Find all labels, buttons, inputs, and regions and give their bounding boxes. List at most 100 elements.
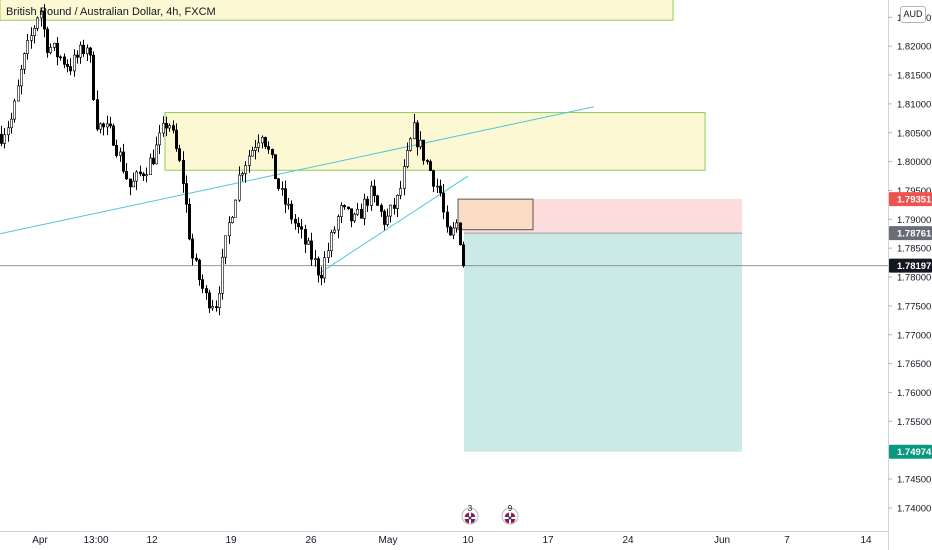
candle[interactable] — [273, 154, 277, 180]
candle[interactable] — [109, 123, 113, 127]
candle[interactable] — [208, 292, 212, 309]
candle[interactable] — [244, 165, 248, 174]
candle[interactable] — [119, 151, 123, 156]
candle[interactable] — [215, 306, 219, 308]
candle[interactable] — [139, 171, 143, 175]
candle[interactable] — [309, 240, 313, 260]
candle[interactable] — [96, 99, 100, 130]
candle[interactable] — [22, 53, 26, 70]
candle[interactable] — [438, 185, 442, 194]
candle[interactable] — [132, 180, 136, 188]
candle[interactable] — [218, 293, 222, 308]
candle[interactable] — [201, 279, 205, 289]
candle[interactable] — [185, 183, 189, 205]
candle[interactable] — [372, 185, 376, 197]
candle[interactable] — [332, 229, 336, 233]
candle[interactable] — [73, 54, 77, 72]
candle[interactable] — [425, 160, 429, 162]
candle[interactable] — [412, 122, 416, 140]
candle[interactable] — [115, 144, 119, 156]
candle[interactable] — [7, 127, 11, 136]
candle[interactable] — [168, 125, 172, 129]
candle[interactable] — [241, 173, 245, 176]
entry-box[interactable] — [457, 198, 534, 231]
candle[interactable] — [82, 44, 86, 54]
stop-price-label-bg[interactable] — [889, 192, 932, 207]
candle[interactable] — [260, 137, 264, 144]
candle[interactable] — [289, 203, 293, 220]
candle[interactable] — [99, 123, 103, 130]
candle[interactable] — [445, 211, 449, 228]
candle[interactable] — [69, 66, 73, 72]
candle[interactable] — [25, 40, 29, 54]
candle[interactable] — [39, 10, 43, 19]
candle[interactable] — [125, 171, 129, 180]
candle[interactable] — [388, 204, 392, 217]
candle[interactable] — [234, 199, 238, 218]
target-price-label-bg[interactable] — [889, 444, 932, 459]
candle[interactable] — [48, 47, 52, 53]
candle[interactable] — [303, 228, 307, 245]
candle[interactable] — [195, 257, 199, 261]
candle[interactable] — [329, 232, 333, 252]
upper-trendline[interactable] — [0, 106, 595, 235]
candle[interactable] — [405, 150, 409, 167]
candle[interactable] — [339, 205, 343, 217]
candle[interactable] — [379, 205, 383, 212]
candle[interactable] — [58, 56, 62, 59]
candle[interactable] — [224, 235, 228, 258]
candle[interactable] — [461, 244, 465, 266]
last-price-label-bg[interactable] — [889, 258, 932, 273]
candle[interactable] — [385, 215, 389, 225]
candle[interactable] — [89, 47, 93, 56]
candle[interactable] — [231, 216, 235, 224]
candle[interactable] — [92, 54, 96, 100]
candle[interactable] — [55, 42, 59, 58]
candle[interactable] — [86, 47, 90, 54]
candle[interactable] — [175, 129, 179, 149]
candle[interactable] — [313, 258, 317, 260]
candle[interactable] — [435, 185, 439, 188]
candle[interactable] — [306, 240, 310, 245]
candle[interactable] — [211, 306, 215, 309]
candle[interactable] — [228, 222, 232, 237]
candle[interactable] — [280, 188, 284, 190]
take-profit-area[interactable] — [464, 233, 742, 452]
candle[interactable] — [205, 288, 209, 294]
candle[interactable] — [152, 157, 156, 165]
candle[interactable] — [256, 142, 260, 148]
candle[interactable] — [362, 198, 366, 219]
candle[interactable] — [129, 178, 133, 188]
candle[interactable] — [276, 178, 280, 189]
candle[interactable] — [198, 259, 202, 280]
upper-supply-zone[interactable] — [0, 0, 674, 21]
candle[interactable] — [191, 238, 195, 259]
candle[interactable] — [248, 155, 252, 166]
candle[interactable] — [375, 195, 379, 206]
candle[interactable] — [221, 256, 225, 294]
candle[interactable] — [251, 150, 255, 157]
currency-button[interactable]: AUD — [900, 6, 926, 23]
candle[interactable] — [142, 173, 146, 177]
candle[interactable] — [286, 203, 290, 206]
candle[interactable] — [369, 185, 373, 206]
candle[interactable] — [428, 161, 432, 171]
candle[interactable] — [62, 56, 66, 65]
entry-price-label-bg[interactable] — [889, 226, 932, 241]
candle[interactable] — [352, 213, 356, 222]
candle[interactable] — [448, 226, 452, 236]
target-price-label[interactable]: 1.74974 — [897, 447, 932, 458]
candle[interactable] — [441, 192, 445, 213]
candle[interactable] — [402, 166, 406, 189]
symbol-title[interactable]: British Pound / Australian Dollar, 4h, F… — [6, 6, 216, 18]
candle[interactable] — [346, 206, 350, 209]
candle[interactable] — [35, 17, 39, 29]
candle[interactable] — [162, 123, 166, 134]
candle[interactable] — [102, 123, 106, 128]
candle[interactable] — [76, 54, 80, 58]
candle[interactable] — [182, 160, 186, 184]
candle[interactable] — [392, 204, 396, 209]
candle[interactable] — [188, 203, 192, 240]
candle[interactable] — [355, 209, 359, 215]
